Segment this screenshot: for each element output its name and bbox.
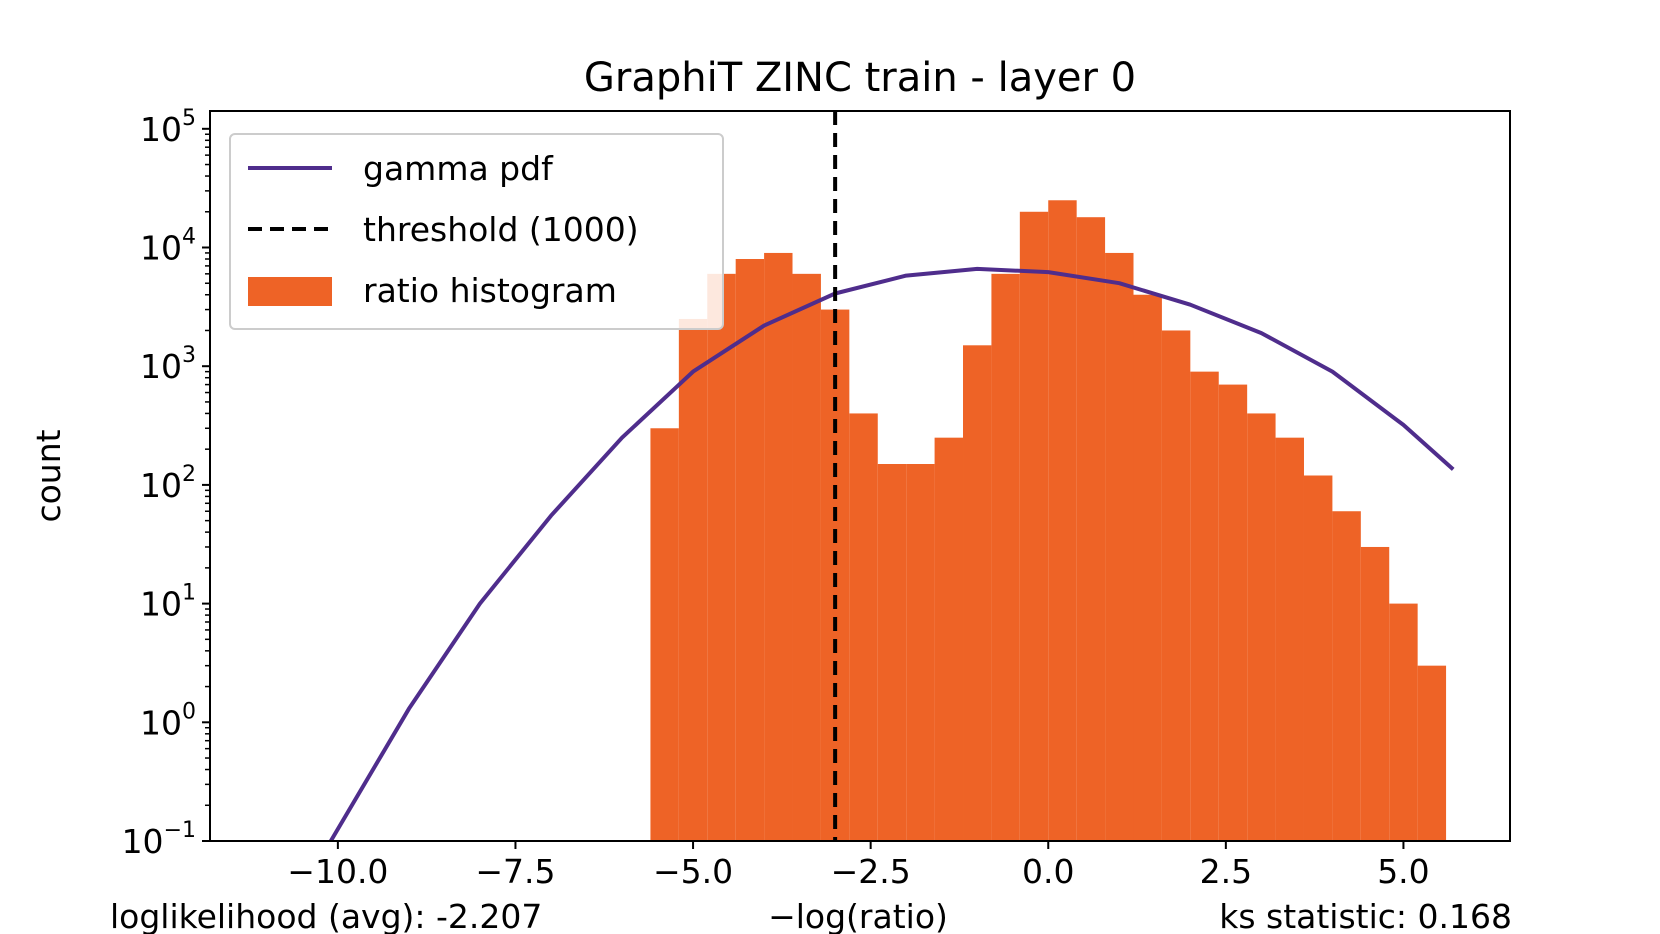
- x-tick-label: 0.0: [1022, 852, 1074, 891]
- histogram-bar: [1105, 252, 1134, 841]
- y-tick-label: 10−1: [122, 818, 196, 861]
- y-axis-label: count: [29, 429, 68, 522]
- axes-frame: [209, 110, 1511, 842]
- x-tick-label: −10.0: [287, 852, 388, 891]
- histogram-bar: [1360, 546, 1390, 841]
- histogram-bar: [991, 273, 1020, 841]
- x-axis: −10.0 −7.5 −5.0 −2.5 0.0 2.5 5.0: [287, 841, 1430, 891]
- x-tick-label: 2.5: [1200, 852, 1252, 891]
- y-tick-label: 102: [140, 462, 196, 505]
- histogram-bar: [963, 345, 992, 841]
- legend-swatch-histogram: [248, 277, 332, 306]
- x-tick-label: −2.5: [831, 852, 911, 891]
- histogram-bar: [934, 437, 964, 841]
- legend-frame: [229, 133, 724, 330]
- histogram-bar: [707, 273, 736, 841]
- legend-label-threshold: threshold (1000): [363, 210, 639, 249]
- histogram-bar: [1076, 217, 1106, 841]
- histogram-bar: [1019, 211, 1049, 841]
- loglikelihood-annotation: loglikelihood (avg): -2.207: [110, 897, 542, 934]
- histogram-bar: [1247, 413, 1276, 841]
- chart-title: GraphiT ZINC train - layer 0: [584, 55, 1136, 101]
- histogram-bar: [792, 273, 821, 841]
- histogram-bar: [1303, 475, 1333, 841]
- histogram-bar: [1218, 384, 1248, 841]
- histogram-bar: [1417, 665, 1447, 841]
- gamma-pdf-line: [329, 266, 1455, 841]
- histogram-bar: [1389, 603, 1418, 841]
- y-axis: 10−1 100 101 102 103 104 105: [122, 106, 210, 861]
- x-tick-label: 5.0: [1377, 852, 1429, 891]
- legend-label-histogram: ratio histogram: [363, 271, 617, 310]
- histogram-bar: [1332, 511, 1361, 841]
- histogram-bar: [1190, 371, 1219, 841]
- y-tick-label: 101: [140, 581, 196, 624]
- y-tick-label: 100: [140, 699, 196, 742]
- y-tick-label: 105: [140, 106, 196, 149]
- y-tick-label: 103: [140, 343, 196, 386]
- histogram-bar: [906, 464, 935, 841]
- histogram-bar: [1048, 200, 1077, 841]
- x-tick-label: −5.0: [653, 852, 733, 891]
- histogram-bar: [1161, 330, 1191, 841]
- gamma-pdf-series: [329, 266, 1455, 841]
- histogram-bar: [849, 413, 878, 841]
- legend: gamma pdf threshold (1000) ratio histogr…: [229, 133, 724, 330]
- legend-label-gamma: gamma pdf: [363, 149, 554, 188]
- histogram-bar: [650, 428, 679, 841]
- histogram-bar: [877, 464, 907, 841]
- histogram-bar: [1133, 294, 1162, 841]
- x-axis-label: −log(ratio): [768, 897, 948, 934]
- histogram-bar: [764, 252, 793, 841]
- x-tick-label: −7.5: [475, 852, 555, 891]
- histogram-bar: [735, 259, 765, 841]
- histogram-bar: [1275, 437, 1304, 841]
- y-tick-label: 104: [140, 225, 196, 268]
- ks-statistic-annotation: ks statistic: 0.168: [1219, 897, 1512, 934]
- histogram-bar: [678, 318, 708, 841]
